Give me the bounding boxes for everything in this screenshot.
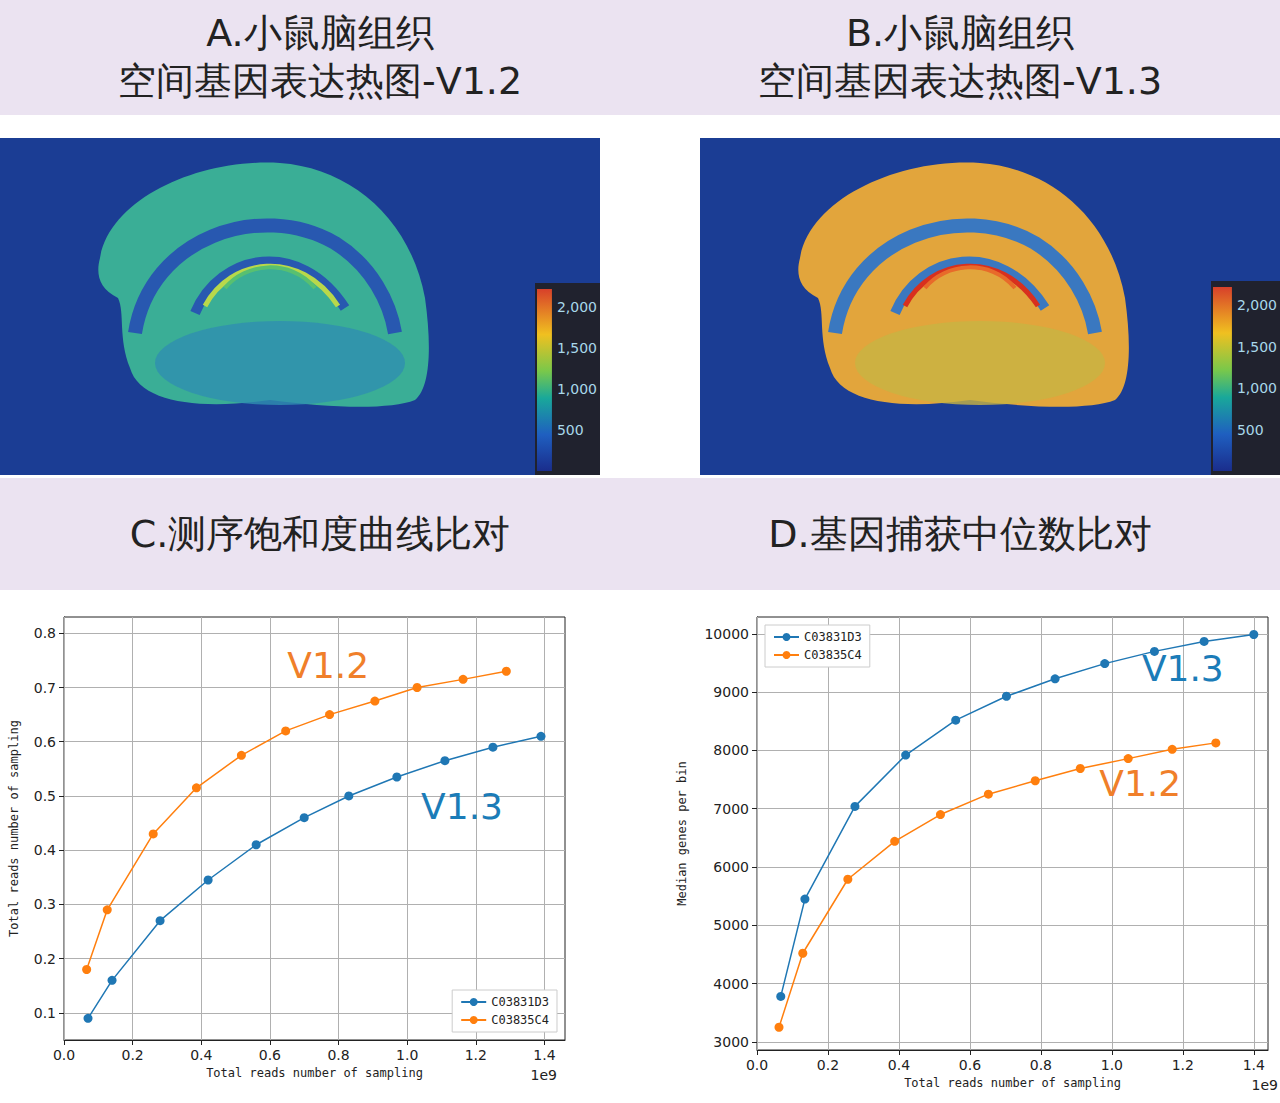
svg-text:500: 500 [1237, 422, 1264, 438]
html-text:空间基因表达热图-V1.3: 空间基因表达热图-V1.3 [757, 59, 1163, 103]
svg-text:1,000: 1,000 [557, 381, 597, 397]
svg-text:0.8: 0.8 [327, 1047, 349, 1063]
svg-text:C03835C4: C03835C4 [804, 648, 862, 662]
svg-text:1.4: 1.4 [533, 1047, 555, 1063]
html-text:C.测序饱和度曲线比对: C.测序饱和度曲线比对 [129, 512, 511, 556]
svg-text:0.8: 0.8 [1030, 1057, 1052, 1073]
svg-text:0.6: 0.6 [259, 1047, 281, 1063]
svg-text:1e9: 1e9 [531, 1067, 557, 1083]
svg-text:1,500: 1,500 [1237, 339, 1277, 355]
svg-text:3000: 3000 [713, 1034, 749, 1050]
svg-text:Total reads number of sampling: Total reads number of sampling [904, 1076, 1121, 1090]
svg-text:Total reads number of sampling: Total reads number of sampling [7, 720, 21, 937]
svg-text:1.4: 1.4 [1243, 1057, 1265, 1073]
svg-text:9000: 9000 [713, 684, 749, 700]
html-text:B.小鼠脑组织: B.小鼠脑组织 [845, 11, 1075, 55]
svg-text:0.2: 0.2 [817, 1057, 839, 1073]
svg-text:1,500: 1,500 [557, 340, 597, 356]
svg-text:1,000: 1,000 [1237, 380, 1277, 396]
svg-text:C03835C4: C03835C4 [491, 1013, 549, 1027]
svg-text:6000: 6000 [713, 859, 749, 875]
svg-text:V1.3: V1.3 [1142, 648, 1224, 689]
svg-text:0.4: 0.4 [888, 1057, 910, 1073]
svg-text:0.8: 0.8 [34, 625, 56, 641]
html-text:A.小鼠脑组织: A.小鼠脑组织 [206, 11, 434, 55]
svg-text:V1.3: V1.3 [421, 786, 503, 827]
svg-text:0.6: 0.6 [34, 734, 56, 750]
svg-text:0.3: 0.3 [34, 896, 56, 912]
svg-text:Median genes per bin: Median genes per bin [675, 761, 689, 906]
svg-text:0.6: 0.6 [959, 1057, 981, 1073]
svg-text:1.2: 1.2 [1172, 1057, 1194, 1073]
svg-text:V1.2: V1.2 [287, 645, 369, 686]
svg-text:10000: 10000 [704, 626, 749, 642]
svg-text:0.2: 0.2 [34, 951, 56, 967]
svg-text:0.5: 0.5 [34, 788, 56, 804]
svg-text:1e9: 1e9 [1252, 1077, 1278, 1093]
svg-text:4000: 4000 [713, 976, 749, 992]
svg-text:0.1: 0.1 [34, 1005, 56, 1021]
svg-text:Total reads number of sampling: Total reads number of sampling [206, 1066, 423, 1080]
svg-text:0.4: 0.4 [34, 842, 56, 858]
svg-text:0.0: 0.0 [746, 1057, 768, 1073]
html-text:D.基因捕获中位数比对: D.基因捕获中位数比对 [768, 512, 1152, 556]
svg-text:0.0: 0.0 [53, 1047, 75, 1063]
svg-text:V1.2: V1.2 [1099, 763, 1181, 804]
svg-text:500: 500 [557, 422, 584, 438]
svg-text:2,000: 2,000 [557, 299, 597, 315]
svg-text:1.0: 1.0 [1101, 1057, 1123, 1073]
svg-text:5000: 5000 [713, 917, 749, 933]
svg-text:C03831D3: C03831D3 [491, 995, 549, 1009]
svg-text:8000: 8000 [713, 742, 749, 758]
svg-text:0.7: 0.7 [34, 680, 56, 696]
svg-text:0.2: 0.2 [121, 1047, 143, 1063]
svg-text:1.2: 1.2 [465, 1047, 487, 1063]
svg-text:1.0: 1.0 [396, 1047, 418, 1063]
html-text:空间基因表达热图-V1.2: 空间基因表达热图-V1.2 [117, 59, 523, 103]
svg-text:C03831D3: C03831D3 [804, 630, 862, 644]
svg-text:0.4: 0.4 [190, 1047, 212, 1063]
svg-text:7000: 7000 [713, 801, 749, 817]
svg-text:2,000: 2,000 [1237, 297, 1277, 313]
